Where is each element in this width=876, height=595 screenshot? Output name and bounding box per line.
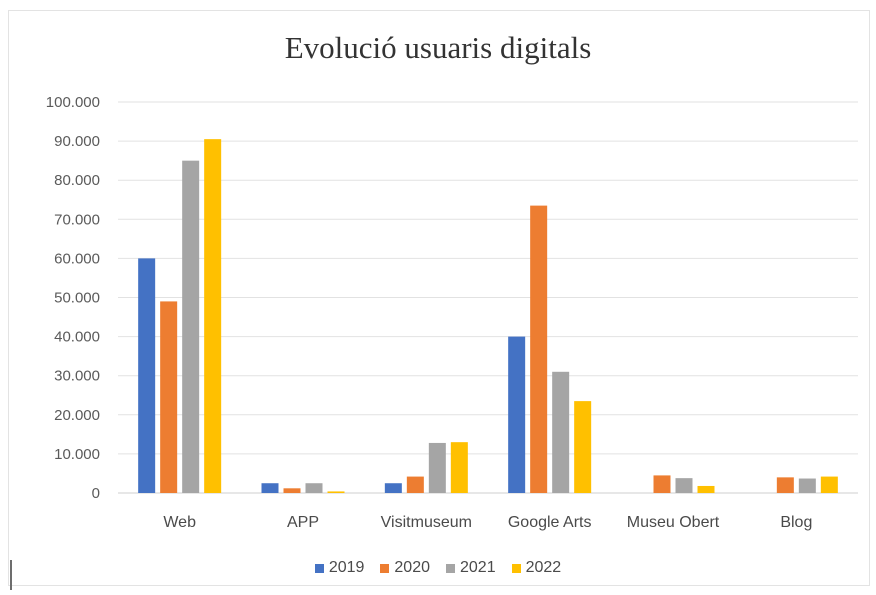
bars <box>138 139 838 494</box>
x-tick-label: Web <box>163 514 196 531</box>
bar-2021-web <box>182 160 200 493</box>
bar-2020-museu-obert <box>653 475 671 493</box>
y-tick-label: 0 <box>92 485 100 502</box>
legend-label-2022: 2022 <box>525 559 562 576</box>
legend-swatch-2022 <box>511 563 521 573</box>
y-axis: 0 10.000 20.000 30.000 40.000 50.000 60.000 70.… <box>46 94 100 502</box>
bar-2022-visitmuseum <box>450 442 468 493</box>
legend-item-2020: 2020 <box>380 559 430 577</box>
bar-2021-visitmuseum <box>428 442 446 493</box>
x-tick-label: Blog <box>780 514 812 531</box>
bar-2019-web <box>138 258 156 493</box>
bar-2021-google-arts <box>552 371 570 493</box>
bar-2020-google-arts <box>530 205 548 494</box>
bar-2022-museu-obert <box>697 485 715 493</box>
legend-swatch-2021 <box>446 563 455 573</box>
y-tick-label: 60.000 <box>54 250 100 267</box>
y-tick-label: 80.000 <box>54 172 100 189</box>
x-tick-label: Museu Obert <box>627 514 720 531</box>
bar-2022-blog <box>820 476 838 493</box>
bar-2022-app <box>327 491 345 493</box>
y-tick-label: 90.000 <box>54 133 100 150</box>
x-axis: Web APP Visitmuseum Google Arts Museu Obert B… <box>163 514 812 531</box>
bar-2019-app <box>261 483 279 493</box>
bar-2022-google-arts <box>574 401 592 493</box>
y-tick-label: 10.000 <box>54 446 100 463</box>
bar-2021-app <box>305 483 323 493</box>
y-tick-label: 30.000 <box>54 368 100 385</box>
bar-2019-visitmuseum <box>384 483 402 493</box>
legend-label-2019: 2019 <box>328 559 365 576</box>
y-tick-label: 20.000 <box>54 407 100 424</box>
bar-2020-app <box>283 488 301 493</box>
x-tick-label: APP <box>287 514 319 531</box>
bar-2022-web <box>204 139 222 493</box>
legend-item-2019: 2019 <box>314 559 365 577</box>
legend-swatch-2020 <box>380 563 390 573</box>
legend-item-2022: 2022 <box>511 559 562 577</box>
legend-label-2021: 2021 <box>460 559 496 576</box>
legend: 2019 2020 2021 2022 <box>0 559 876 577</box>
bar-2020-blog <box>776 477 794 493</box>
frame-edge-mark <box>10 560 12 590</box>
bar-2021-museu-obert <box>675 478 693 493</box>
bar-2020-web <box>160 301 178 493</box>
legend-item-2021: 2021 <box>446 559 496 577</box>
chart-title: Evolució usuaris digitals <box>284 30 592 65</box>
x-tick-label: Google Arts <box>508 514 592 531</box>
y-tick-label: 100.000 <box>46 94 100 111</box>
y-tick-label: 40.000 <box>54 329 100 346</box>
legend-swatch-2019 <box>314 563 324 573</box>
bar-2019-google-arts <box>508 336 526 493</box>
y-tick-label: 50.000 <box>54 290 100 307</box>
y-tick-label: 70.000 <box>54 211 100 228</box>
x-tick-label: Visitmuseum <box>381 514 472 531</box>
bar-2020-visitmuseum <box>406 476 424 493</box>
gridlines <box>118 101 858 494</box>
bar-2021-blog <box>798 478 816 493</box>
legend-label-2020: 2020 <box>394 559 430 576</box>
